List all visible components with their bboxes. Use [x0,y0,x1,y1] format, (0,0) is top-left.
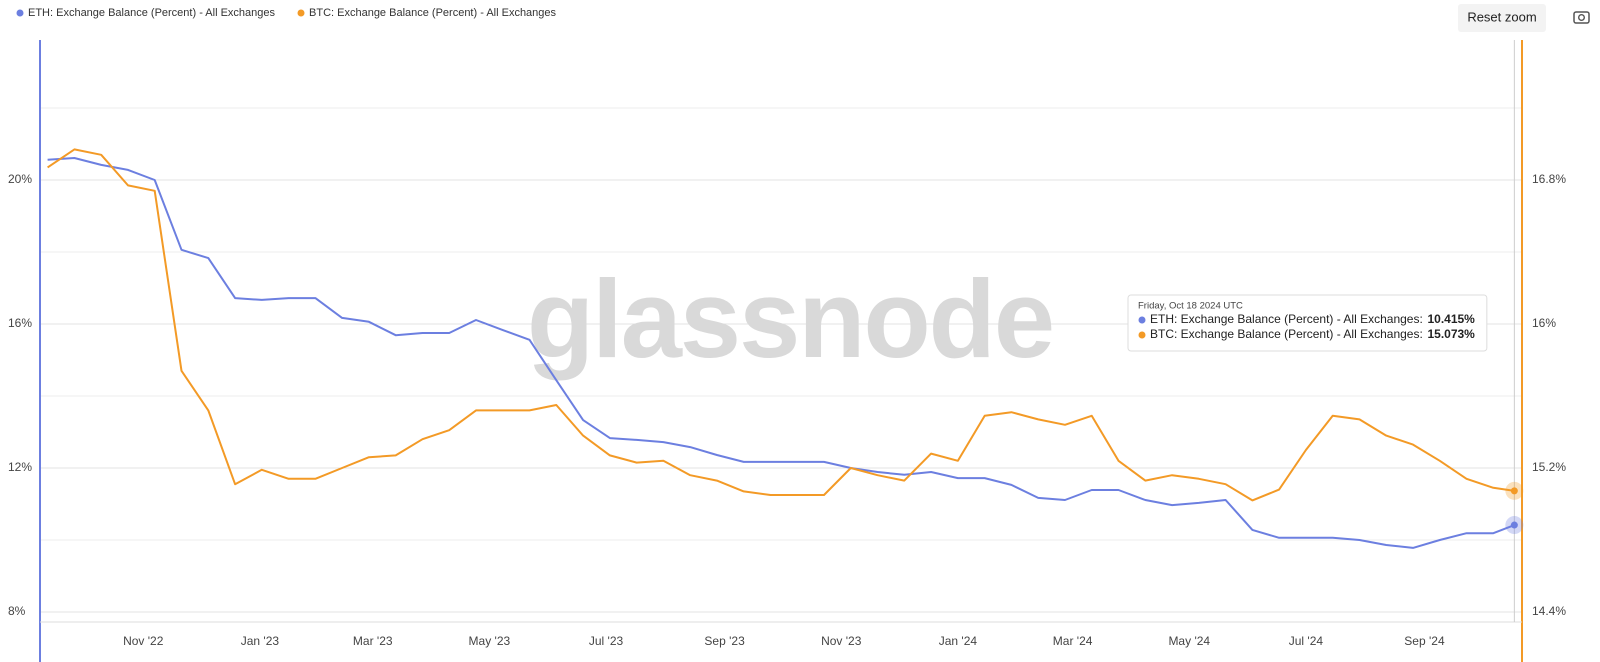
hover-point [1510,487,1518,495]
series-line [47,157,1515,549]
x-tick-label: Nov '23 [821,634,862,648]
grid [40,107,1522,613]
x-tick-label: Sep '24 [1404,634,1445,648]
tooltip-colon: : [1419,312,1422,326]
y-tick-label: 8% [8,604,26,618]
button-bg[interactable] [1458,4,1546,32]
button-label[interactable]: Reset zoom [1467,9,1536,24]
tooltip-marker [1138,316,1146,324]
watermark: glassnode [527,258,1053,381]
legend-marker [16,9,24,17]
x-tick-label: Mar '23 [353,634,393,648]
y2-tick-label: 16% [1532,316,1556,330]
legend-label: ETH: Exchange Balance (Percent) - All Ex… [28,7,276,19]
tooltip-marker [1138,331,1146,339]
tooltip-value: 10.415% [1427,312,1475,326]
y-tick-label: 12% [8,460,32,474]
x-tick-label: Mar '24 [1053,634,1093,648]
reset-zoom-button[interactable]: Reset zoom [1458,4,1546,32]
camera-body[interactable] [1573,11,1590,24]
tooltip-name: BTC: Exchange Balance (Percent) - All Ex… [1150,327,1419,341]
tooltip-name: ETH: Exchange Balance (Percent) - All Ex… [1150,312,1419,326]
tooltip-title: Friday, Oct 18 2024 UTC [1138,301,1243,312]
y2-tick-label: 15.2% [1532,460,1566,474]
x-tick-label: Jan '24 [939,634,978,648]
x-tick-label: Sep '23 [704,634,745,648]
tooltip-colon: : [1419,327,1422,341]
x-tick-label: Jan '23 [241,634,280,648]
y2-tick-label: 14.4% [1532,604,1566,618]
x-tick-label: Jul '24 [1289,634,1324,648]
camera-lens[interactable] [1577,13,1585,21]
y-tick-label: 20% [8,172,32,186]
x-tick-label: Nov '22 [123,634,164,648]
hover-point [1510,521,1518,529]
y-tick-label: 16% [8,316,32,330]
series-line [47,148,1515,502]
legend-label: BTC: Exchange Balance (Percent) - All Ex… [309,7,557,19]
camera-icon[interactable] [1573,11,1590,24]
y2-tick-label: 16.8% [1532,172,1566,186]
x-tick-label: Jul '23 [589,634,624,648]
tooltip-value: 15.073% [1427,327,1475,341]
x-tick-label: May '23 [469,634,511,648]
tooltip-box [1127,294,1488,352]
x-tick-label: May '24 [1168,634,1210,648]
legend-marker [297,9,305,17]
